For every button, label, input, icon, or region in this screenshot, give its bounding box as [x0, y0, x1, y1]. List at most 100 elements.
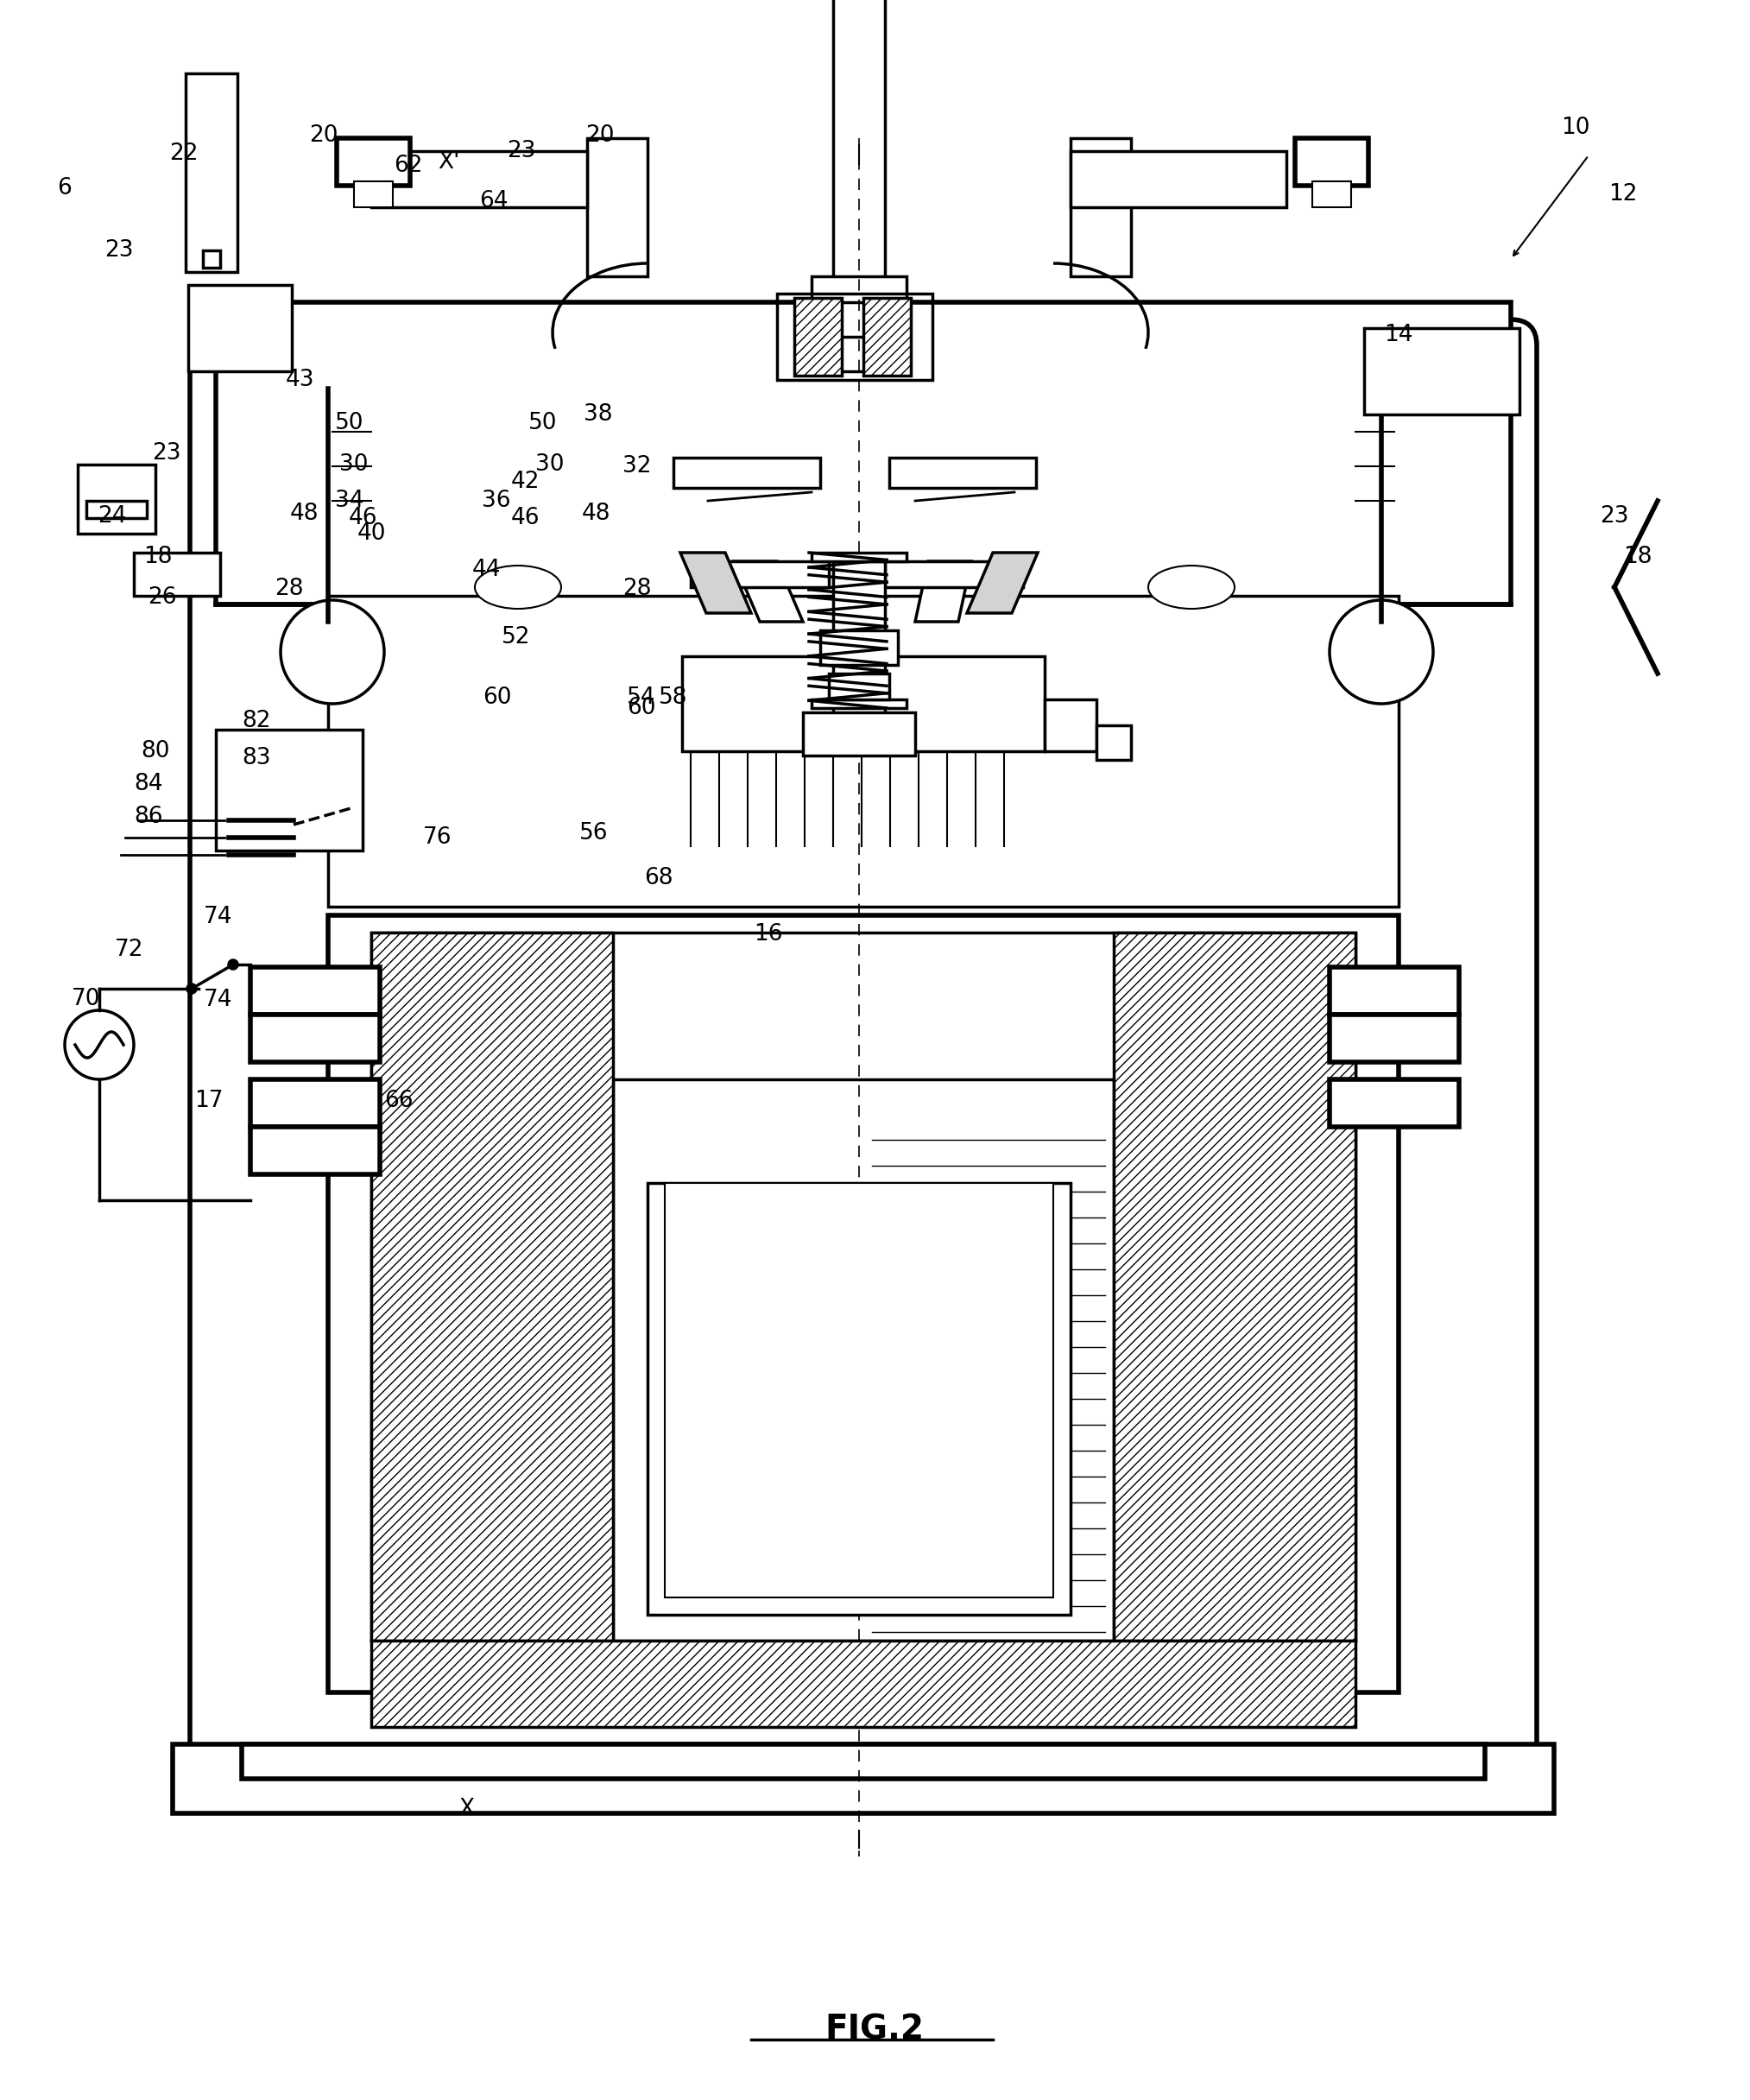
Bar	[1312, 181, 1351, 208]
Bar	[833, 561, 886, 735]
Bar	[1097, 724, 1130, 760]
Text: 44: 44	[471, 559, 500, 582]
Text: 6: 6	[58, 176, 72, 200]
Text: 38: 38	[584, 403, 612, 426]
Circle shape	[270, 977, 301, 1006]
Bar	[674, 458, 821, 487]
Text: 58: 58	[660, 687, 688, 710]
Bar	[648, 1182, 1071, 1615]
Text: 24: 24	[98, 506, 126, 527]
Text: 30: 30	[340, 454, 369, 477]
Circle shape	[270, 1088, 301, 1119]
Polygon shape	[681, 552, 751, 613]
Bar	[354, 181, 392, 208]
Text: X: X	[459, 1798, 474, 1821]
Text: 83: 83	[242, 748, 271, 769]
Text: 60: 60	[626, 697, 656, 720]
FancyBboxPatch shape	[191, 319, 1536, 1795]
Text: 20: 20	[586, 124, 614, 147]
Bar	[863, 298, 910, 376]
Text: 18: 18	[1624, 546, 1652, 569]
Bar	[1295, 139, 1368, 185]
Text: 42: 42	[511, 470, 539, 494]
Text: 70: 70	[72, 987, 102, 1010]
Circle shape	[65, 1010, 133, 1079]
Text: 36: 36	[481, 489, 511, 512]
Text: 76: 76	[424, 827, 452, 848]
Text: 17: 17	[194, 1090, 224, 1113]
Text: 48: 48	[581, 502, 611, 525]
Bar	[77, 464, 156, 533]
Text: 86: 86	[135, 806, 163, 827]
Bar	[1363, 328, 1519, 414]
Text: 23: 23	[507, 141, 535, 162]
Bar	[803, 712, 915, 756]
Bar	[1330, 1014, 1459, 1063]
Circle shape	[229, 960, 238, 968]
Text: 30: 30	[535, 454, 565, 477]
Bar	[189, 286, 292, 372]
Text: 46: 46	[511, 506, 539, 529]
Bar	[250, 1128, 380, 1174]
Bar	[250, 1079, 380, 1128]
Bar	[812, 699, 906, 708]
Bar	[794, 298, 842, 376]
Bar	[821, 630, 898, 666]
Bar	[612, 1079, 1113, 1640]
Text: 66: 66	[385, 1090, 413, 1113]
Bar	[215, 302, 1510, 605]
Bar	[833, 0, 886, 372]
Bar	[86, 500, 147, 519]
Text: 23: 23	[1600, 506, 1629, 527]
Bar	[371, 932, 612, 1640]
Text: 62: 62	[394, 155, 424, 176]
Polygon shape	[968, 552, 1038, 613]
Circle shape	[1374, 1088, 1405, 1119]
Text: 26: 26	[147, 586, 177, 609]
Bar	[215, 729, 362, 851]
Text: FIG.2: FIG.2	[824, 2012, 924, 2045]
Text: 82: 82	[242, 710, 271, 733]
Bar	[186, 74, 238, 273]
Bar	[336, 139, 410, 185]
Polygon shape	[915, 561, 971, 622]
Text: 74: 74	[205, 905, 233, 928]
Text: 48: 48	[289, 502, 318, 525]
Ellipse shape	[474, 565, 562, 609]
Ellipse shape	[1148, 565, 1234, 609]
Circle shape	[1374, 977, 1405, 1006]
Bar	[133, 552, 220, 596]
Text: 40: 40	[357, 523, 385, 544]
Bar	[824, 302, 894, 336]
Text: 50: 50	[528, 412, 558, 435]
Text: 74: 74	[205, 989, 233, 1010]
Text: 72: 72	[116, 939, 144, 962]
Text: 64: 64	[480, 189, 507, 212]
Text: X': X'	[438, 151, 460, 174]
Bar	[886, 561, 1024, 588]
Text: 68: 68	[644, 867, 674, 890]
Text: 23: 23	[105, 239, 133, 262]
Bar	[586, 139, 648, 277]
Bar	[812, 552, 906, 561]
Text: 60: 60	[483, 687, 511, 710]
Bar	[812, 277, 906, 307]
Bar	[250, 1014, 380, 1063]
Text: 80: 80	[142, 739, 170, 762]
Bar	[203, 250, 220, 267]
Text: 46: 46	[348, 506, 376, 529]
Bar	[777, 294, 933, 380]
Text: 56: 56	[579, 821, 609, 844]
Text: 14: 14	[1384, 323, 1412, 346]
Text: 20: 20	[310, 124, 338, 147]
Text: 28: 28	[623, 578, 651, 601]
Bar	[242, 1745, 1486, 1779]
Text: 32: 32	[623, 456, 651, 477]
Text: 12: 12	[1608, 183, 1638, 206]
Bar	[371, 151, 586, 208]
Bar	[889, 458, 1036, 487]
Circle shape	[280, 601, 385, 704]
Bar	[250, 968, 380, 1014]
Circle shape	[270, 1136, 301, 1168]
Circle shape	[1374, 1025, 1405, 1056]
